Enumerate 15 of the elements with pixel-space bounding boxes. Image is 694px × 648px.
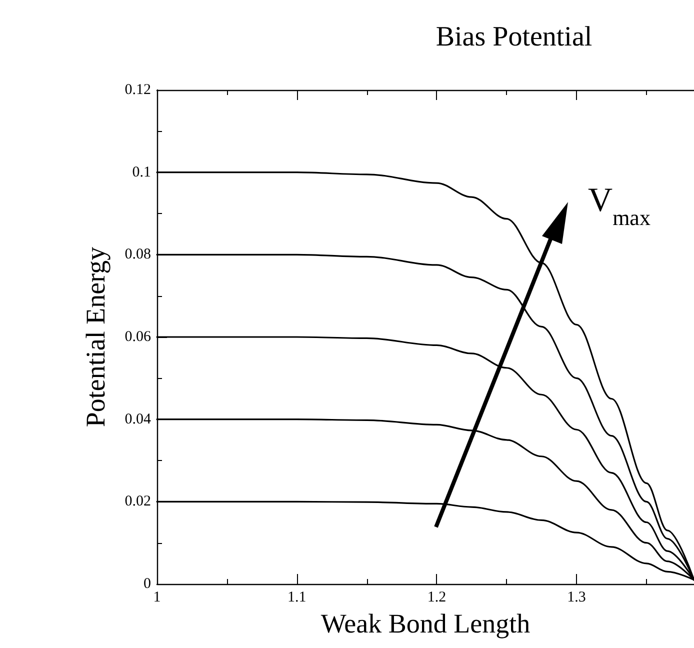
y-axis-title: Potential Energy: [80, 246, 110, 428]
chart-title: Bias Potential: [436, 22, 592, 52]
y-tick-label: 0.08: [124, 246, 151, 263]
y-tick-label: 0.1: [132, 164, 151, 180]
y-tick-label: 0.02: [124, 494, 151, 510]
x-tick-label: 1.2: [427, 590, 446, 606]
x-tick-label: 1.3: [567, 590, 586, 606]
x-tick-label: 1.1: [287, 590, 306, 606]
y-tick-label: 0.04: [124, 411, 152, 428]
x-tick-label: 1: [153, 590, 161, 606]
annotation: V$_{max}$: [588, 182, 650, 231]
y-tick-label: 0.06: [124, 329, 152, 345]
x-axis-title: Weak Bond Length: [320, 608, 531, 638]
y-tick-label: 0.12: [124, 82, 151, 98]
y-tick-label: 0: [144, 576, 151, 592]
